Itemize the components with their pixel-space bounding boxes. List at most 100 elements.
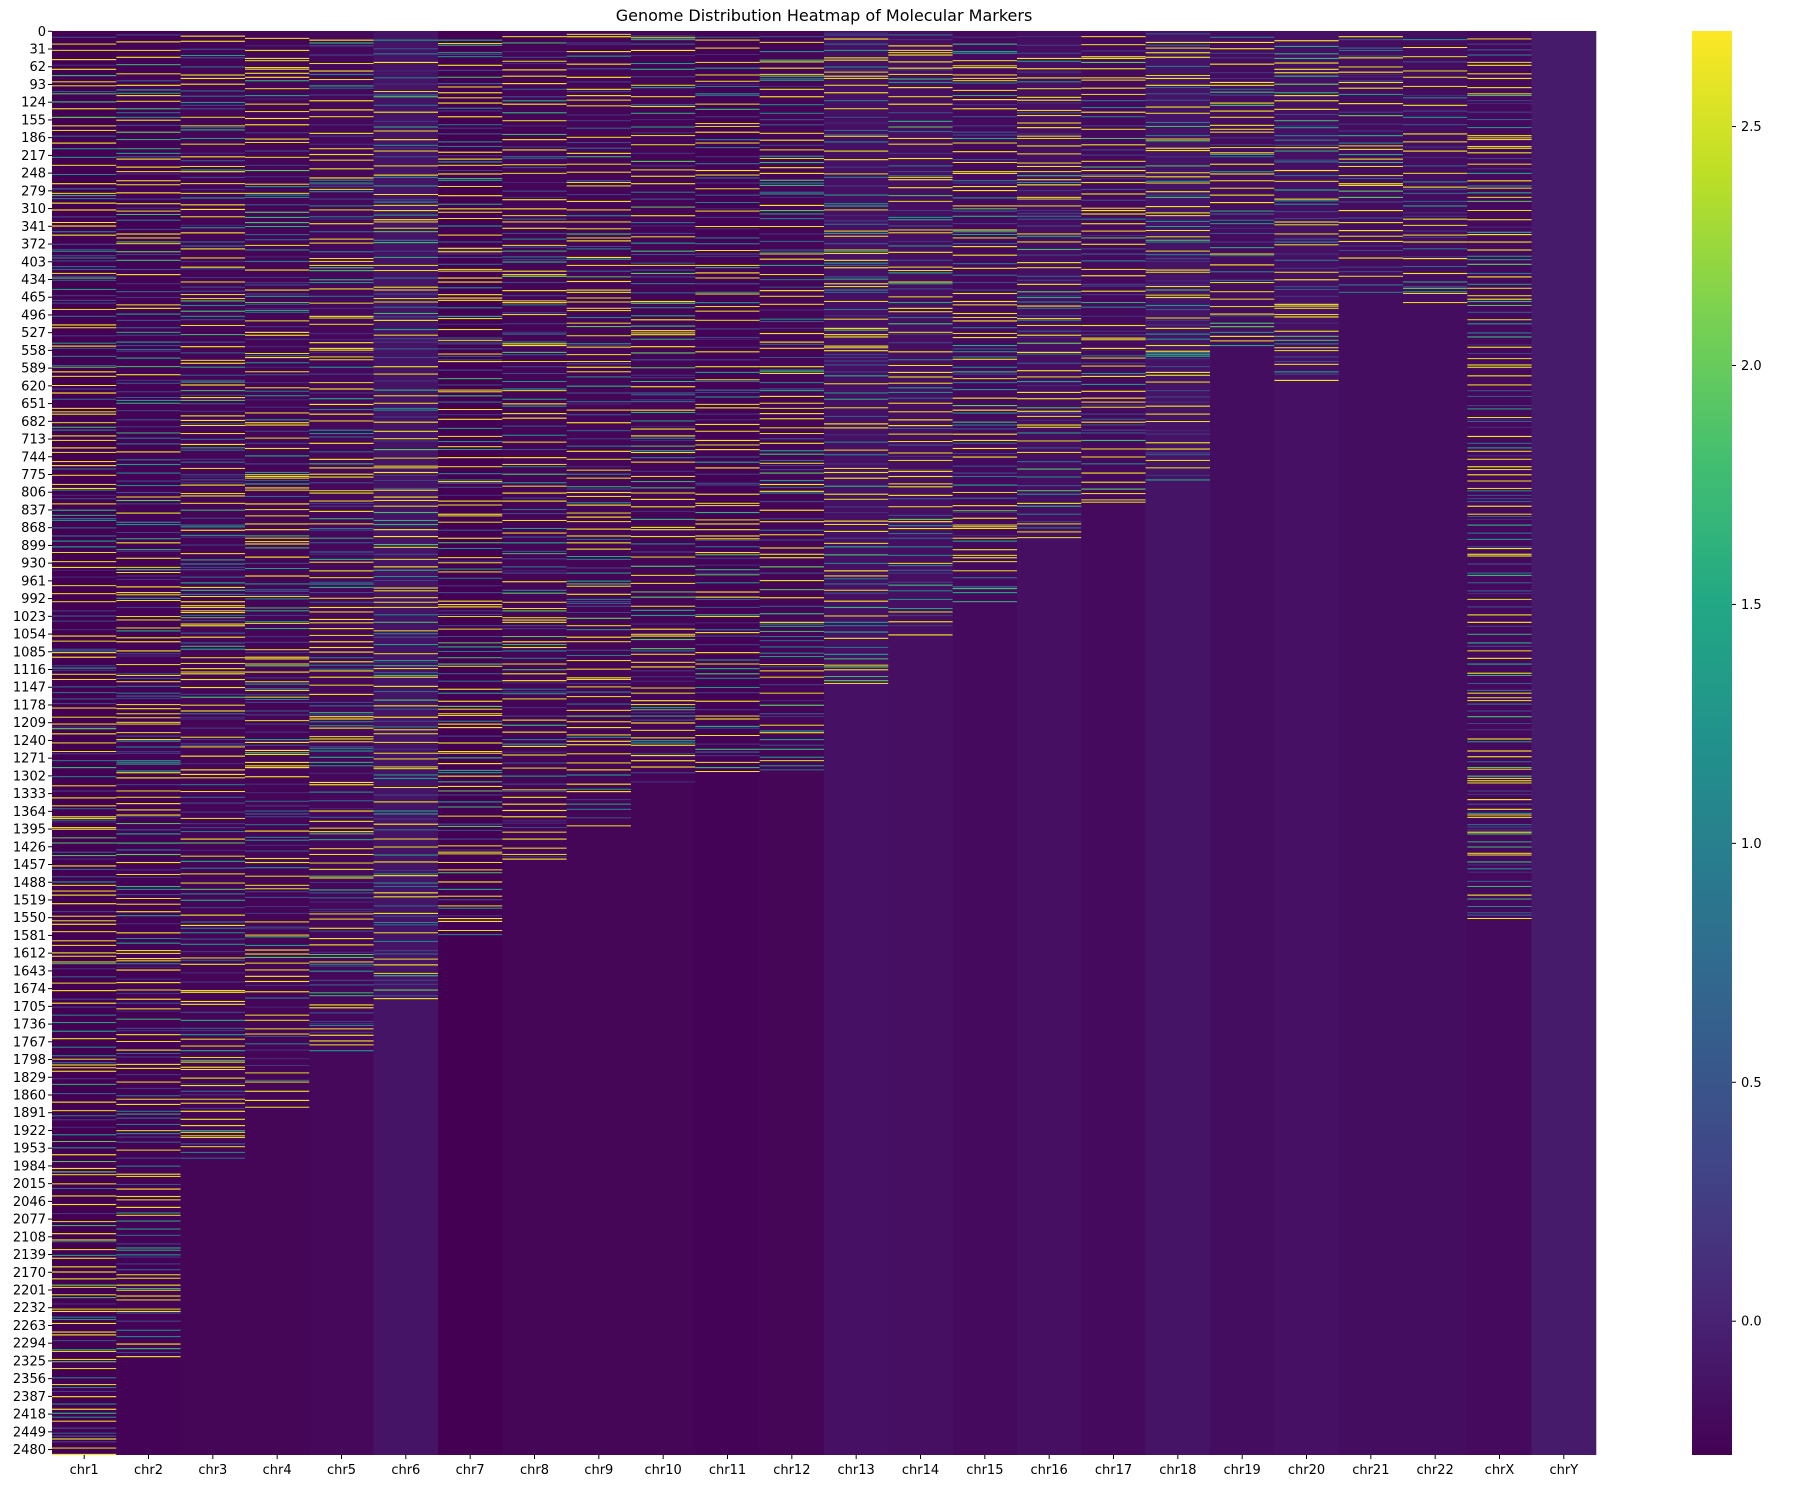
- heatmap-cell: [1017, 99, 1082, 101]
- heatmap-cell: [824, 116, 889, 118]
- heatmap-cell: [438, 692, 503, 694]
- heatmap-cell: [373, 569, 438, 571]
- heatmap-cell: [888, 120, 953, 122]
- heatmap-cell: [1467, 494, 1532, 496]
- heatmap-cell: [373, 932, 438, 934]
- heatmap-cell: [52, 1241, 117, 1243]
- heatmap-cell: [502, 767, 567, 769]
- heatmap-cell: [116, 1269, 181, 1271]
- heatmap-cell: [952, 491, 1017, 493]
- heatmap-cell: [116, 963, 181, 965]
- heatmap-cell: [245, 211, 310, 213]
- heatmap-cell: [1467, 532, 1532, 534]
- heatmap-cell: [695, 596, 760, 598]
- heatmap-cell: [52, 225, 117, 227]
- heatmap-cell: [1210, 291, 1275, 293]
- heatmap-cell: [116, 814, 181, 816]
- heatmap-cell: [52, 209, 117, 211]
- heatmap-cell: [566, 63, 631, 65]
- heatmap-cell: [373, 672, 438, 674]
- heatmap-cell: [52, 540, 117, 542]
- heatmap-cells-chr19: [1210, 36, 1275, 347]
- heatmap-cell: [309, 979, 374, 981]
- heatmap-cell: [824, 520, 889, 522]
- heatmap-cell: [824, 209, 889, 211]
- heatmap-cell: [180, 1102, 245, 1104]
- heatmap-cell: [116, 341, 181, 343]
- heatmap-cell: [759, 501, 824, 503]
- heatmap-cell: [116, 998, 181, 1000]
- heatmap-cell: [566, 76, 631, 78]
- heatmap-cell: [631, 481, 696, 483]
- heatmap-cell: [52, 125, 117, 127]
- heatmap-cell: [180, 415, 245, 417]
- heatmap-cell: [1403, 56, 1468, 58]
- heatmap-cell: [824, 69, 889, 71]
- heatmap-cell: [631, 222, 696, 224]
- heatmap-cell: [1467, 871, 1532, 873]
- heatmap-cell: [1274, 57, 1339, 60]
- heatmap-cell: [566, 678, 631, 680]
- heatmap-cell: [309, 398, 374, 400]
- heatmap-cell: [52, 315, 117, 317]
- heatmap-cell: [116, 885, 181, 888]
- heatmap-cell: [180, 493, 245, 495]
- heatmap-cell: [52, 197, 117, 200]
- heatmap-cell: [888, 452, 953, 454]
- heatmap-cell: [502, 139, 567, 141]
- heatmap-cell: [52, 1213, 117, 1215]
- heatmap-cell: [888, 259, 953, 261]
- heatmap-cell: [245, 953, 310, 955]
- heatmap-cell: [566, 477, 631, 479]
- heatmap-cell: [952, 205, 1017, 207]
- heatmap-cell: [695, 632, 760, 634]
- heatmap-cell: [438, 107, 503, 109]
- heatmap-cell: [438, 521, 503, 523]
- y-tick-label: 341: [21, 220, 46, 235]
- heatmap-cell: [1338, 145, 1403, 147]
- heatmap-cell: [52, 272, 117, 274]
- heatmap-cell: [180, 57, 245, 59]
- heatmap-cell: [888, 572, 953, 574]
- heatmap-cell: [1338, 271, 1403, 273]
- heatmap-cell: [759, 161, 824, 164]
- heatmap-cell: [245, 658, 310, 660]
- heatmap-cell: [116, 653, 181, 655]
- heatmap-cell: [566, 385, 631, 387]
- x-tick-label: chr15: [966, 1463, 1003, 1478]
- heatmap-cell: [1017, 279, 1082, 281]
- heatmap-cell: [502, 146, 567, 148]
- heatmap-cell: [1145, 77, 1210, 80]
- heatmap-cell: [309, 684, 374, 686]
- heatmap-cell: [1467, 716, 1532, 718]
- heatmap-cell: [116, 1329, 181, 1331]
- heatmap-cell: [759, 149, 824, 151]
- heatmap-cell: [52, 827, 117, 829]
- heatmap-cell: [1467, 852, 1532, 854]
- heatmap-cells-chr20: [1274, 40, 1339, 381]
- x-tick-label: chr13: [838, 1463, 875, 1478]
- heatmap-cell: [52, 1453, 117, 1455]
- heatmap-cell: [309, 135, 374, 137]
- heatmap-cell: [52, 243, 117, 245]
- heatmap-cell: [888, 537, 953, 539]
- heatmap-cell: [631, 315, 696, 317]
- heatmap-cell: [438, 263, 503, 265]
- heatmap-cell: [52, 808, 117, 810]
- heatmap-cell: [566, 769, 631, 771]
- heatmap-cell: [566, 654, 631, 656]
- heatmap-cell: [502, 617, 567, 619]
- heatmap-cell: [566, 344, 631, 347]
- heatmap-cell: [695, 338, 760, 340]
- heatmap-cell: [1081, 100, 1146, 102]
- y-tick-label: 465: [21, 291, 46, 306]
- heatmap-cell: [1210, 340, 1275, 342]
- heatmap-cell: [245, 475, 310, 478]
- heatmap-cell: [116, 304, 181, 306]
- heatmap-cell: [1017, 225, 1082, 227]
- heatmap-cell: [759, 450, 824, 452]
- heatmap-cell: [1274, 169, 1339, 172]
- heatmap-cell: [1017, 181, 1082, 183]
- heatmap-cell: [245, 984, 310, 986]
- heatmap-cell: [1467, 435, 1532, 438]
